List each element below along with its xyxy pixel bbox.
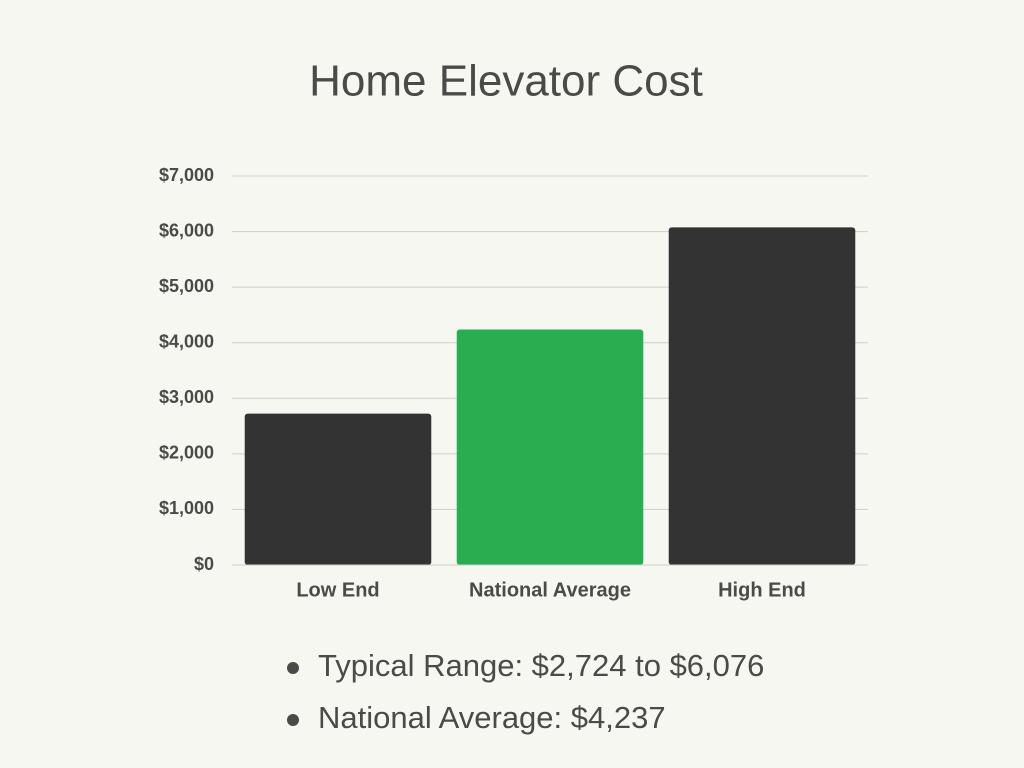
chart-title: Home Elevator Cost <box>309 57 703 106</box>
y-tick-label: $1,000 <box>159 498 214 518</box>
x-tick-label: National Average <box>469 579 631 601</box>
x-tick-label: High End <box>718 579 806 601</box>
x-tick-label: Low End <box>296 579 379 601</box>
bar <box>456 329 644 565</box>
note: Typical Range: $2,724 to $6,076 <box>318 648 764 683</box>
bullet <box>287 714 299 726</box>
bar <box>668 227 856 565</box>
y-tick-label: $2,000 <box>159 443 214 463</box>
y-tick-label: $4,000 <box>159 331 214 351</box>
y-tick-label: $3,000 <box>159 387 214 407</box>
bullet <box>287 662 299 674</box>
y-tick-label: $7,000 <box>159 165 214 185</box>
y-tick-label: $5,000 <box>159 276 214 296</box>
note: National Average: $4,237 <box>318 700 666 735</box>
y-tick-label: $0 <box>194 554 214 574</box>
bar <box>244 413 432 565</box>
y-tick-label: $6,000 <box>159 220 214 240</box>
